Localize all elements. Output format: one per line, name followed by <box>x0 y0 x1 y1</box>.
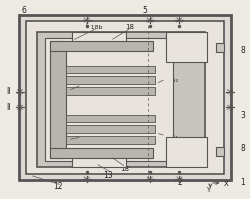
Bar <box>50 41 154 51</box>
Text: 18b: 18b <box>72 136 84 141</box>
Bar <box>26 21 224 174</box>
Text: └ 15₂: └ 15₂ <box>162 77 178 83</box>
Bar <box>45 38 173 161</box>
Bar <box>166 32 206 62</box>
Bar <box>50 41 66 158</box>
Text: 8: 8 <box>240 46 245 55</box>
Text: 12: 12 <box>54 182 63 191</box>
Bar <box>37 32 205 167</box>
Bar <box>66 65 155 73</box>
Text: Y: Y <box>206 187 210 193</box>
Bar <box>166 137 206 167</box>
Text: └ 15₁: └ 15₁ <box>162 134 178 140</box>
Text: II: II <box>6 87 10 96</box>
Bar <box>66 136 155 144</box>
Text: 1: 1 <box>240 178 245 187</box>
Text: 8: 8 <box>240 144 245 153</box>
Bar <box>66 87 155 95</box>
Text: 18: 18 <box>120 166 130 172</box>
Bar <box>216 147 224 156</box>
Text: X: X <box>224 181 229 187</box>
Text: └ 18b: └ 18b <box>85 24 103 30</box>
Bar <box>50 148 154 158</box>
Text: II: II <box>6 103 10 112</box>
Bar <box>72 153 126 167</box>
Text: 2: 2 <box>177 178 182 187</box>
Bar <box>72 32 126 46</box>
Text: 5: 5 <box>142 6 147 15</box>
Bar <box>19 15 231 180</box>
Bar <box>66 115 155 122</box>
Text: 18b: 18b <box>72 84 84 89</box>
Bar <box>66 125 155 133</box>
Text: 3: 3 <box>240 111 245 120</box>
Text: 13: 13 <box>103 171 113 179</box>
Bar <box>66 76 155 84</box>
Text: 6: 6 <box>21 6 26 15</box>
Text: 18: 18 <box>126 24 134 30</box>
Bar <box>216 43 224 52</box>
